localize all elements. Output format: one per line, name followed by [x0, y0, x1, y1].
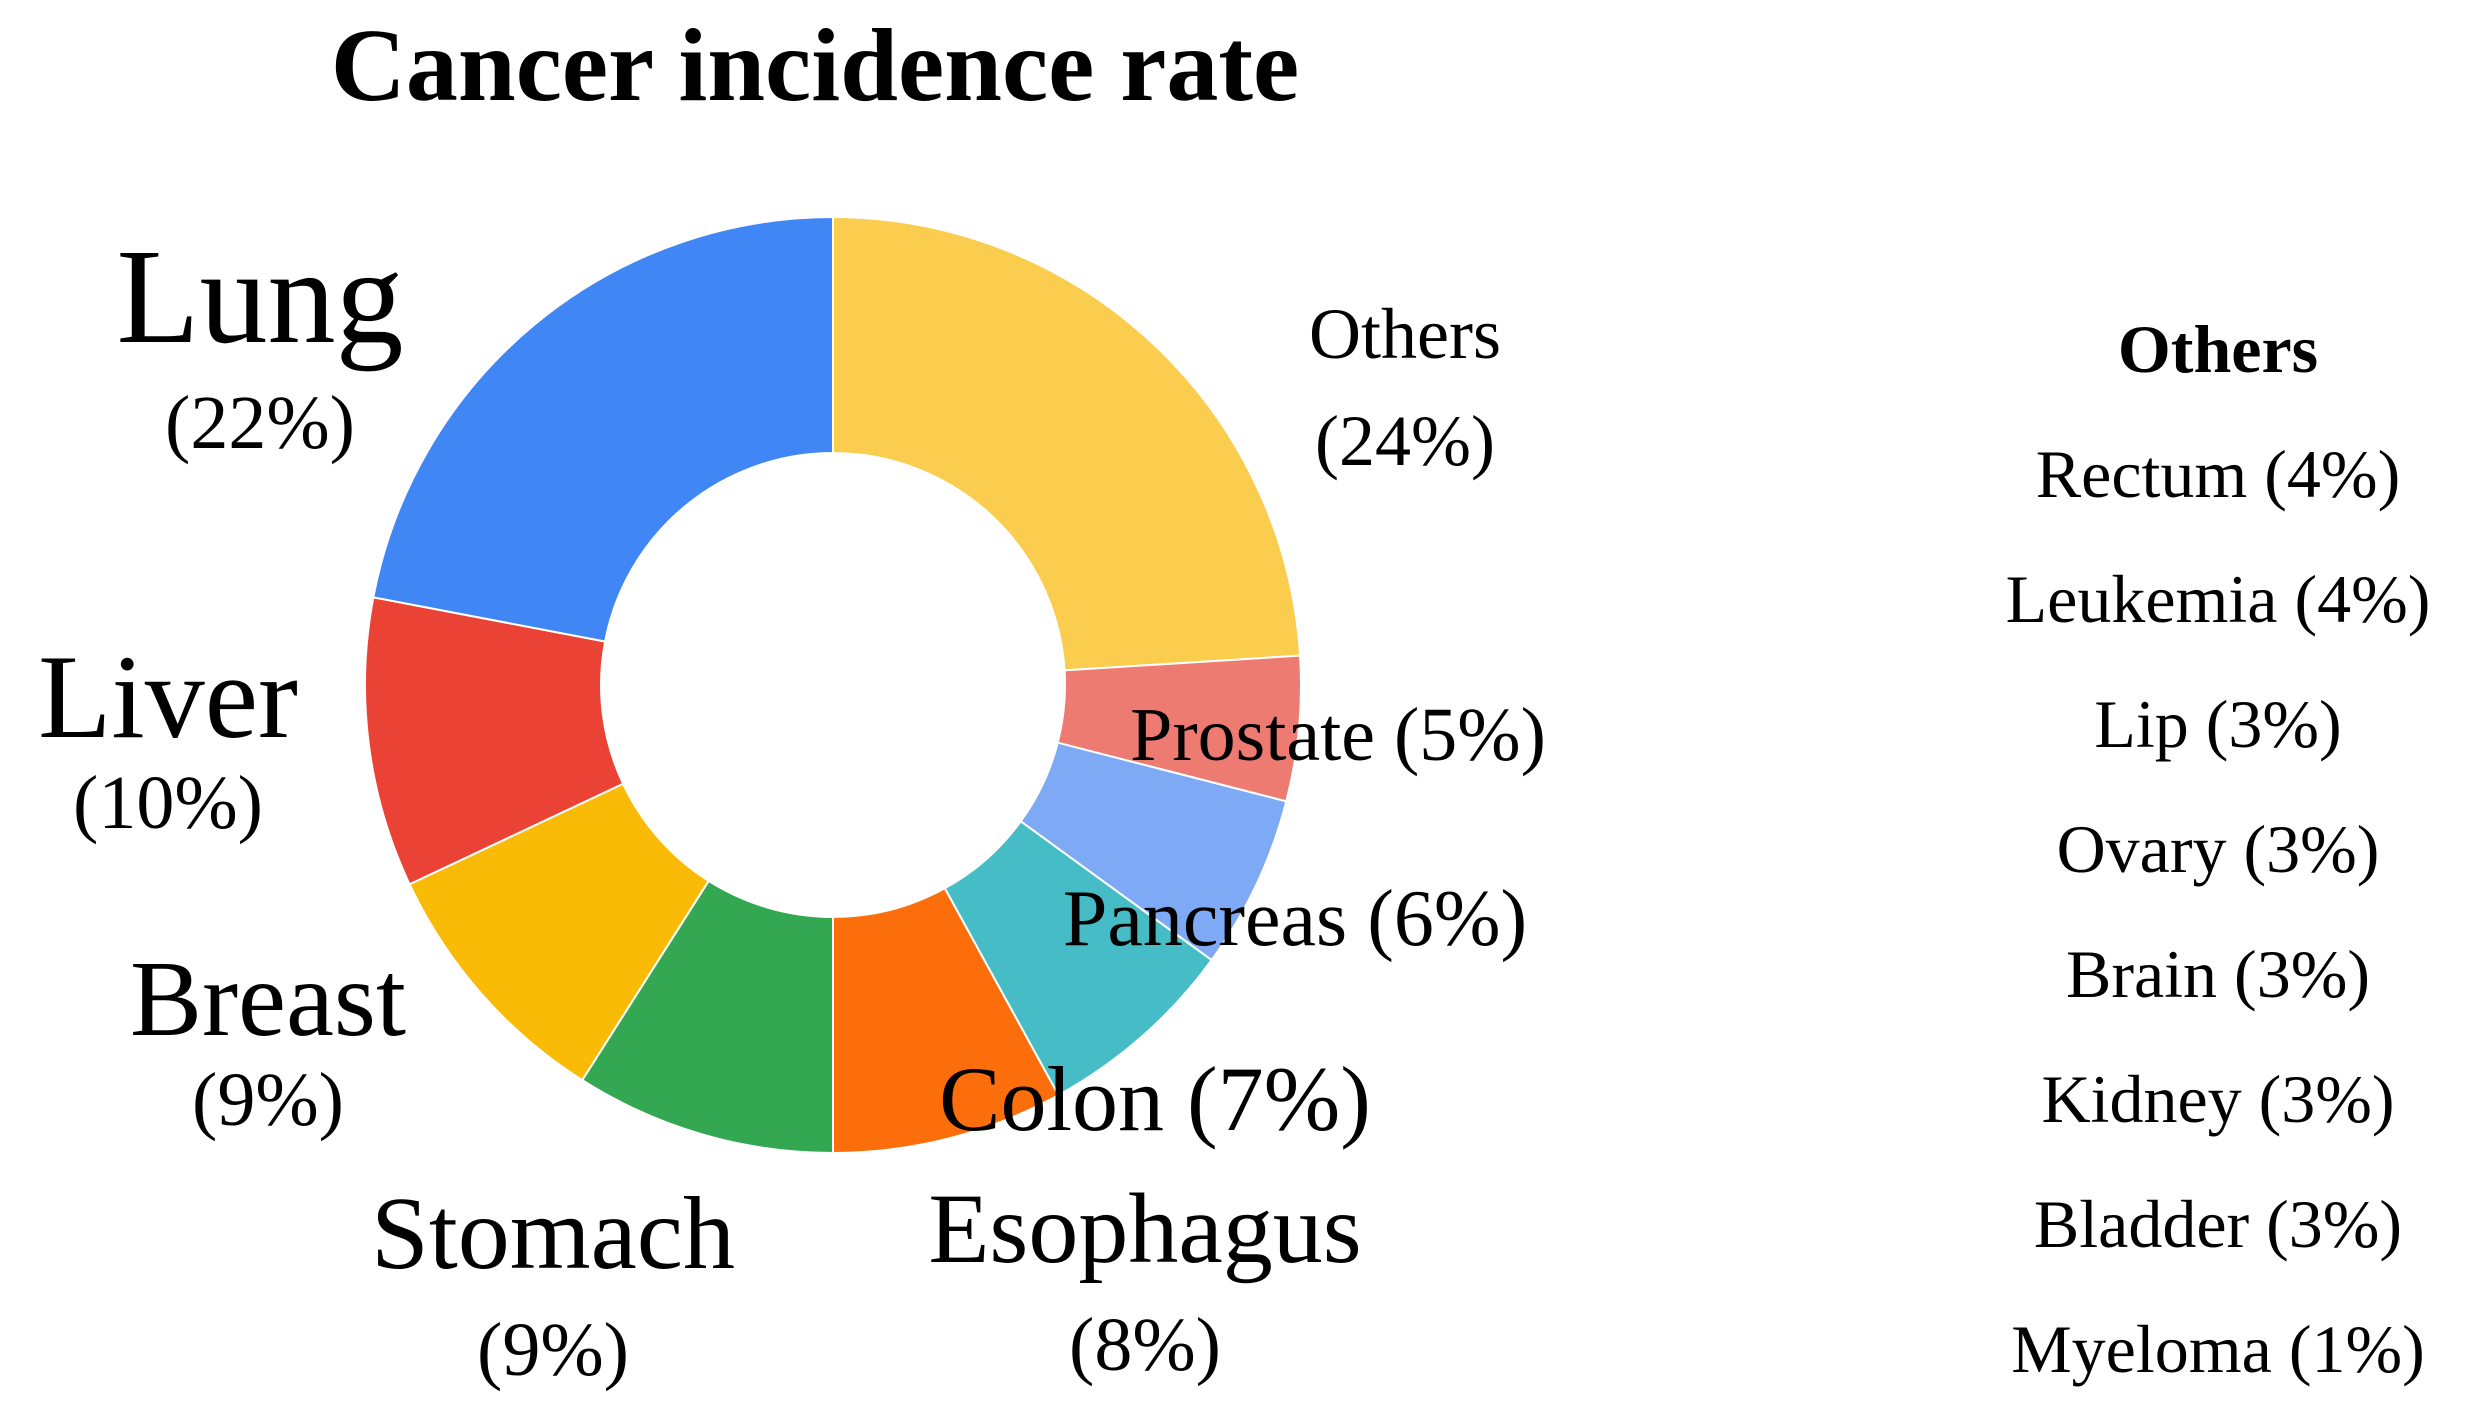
others-breakdown-item: Kidney (3%) [2041, 1061, 2394, 1137]
others-breakdown-item: Bladder (3%) [2034, 1186, 2402, 1262]
slice-percent-stomach: (9%) [477, 1308, 629, 1392]
slice-lung [372, 215, 834, 643]
slice-label-breast: Breast [130, 940, 406, 1059]
others-breakdown-panel: Others Rectum (4%) Leukemia (4%) Lip (3%) O… [2006, 311, 2431, 1387]
slice-label-pancreas: Pancreas (6%) [1063, 875, 1527, 963]
others-breakdown-item: Brain (3%) [2066, 936, 2370, 1012]
slice-liver [364, 596, 625, 886]
slice-percent-breast: (9%) [192, 1058, 344, 1142]
chart-title: Cancer incidence rate [331, 8, 1299, 123]
others-breakdown-item: Lip (3%) [2094, 686, 2341, 762]
slice-labels: Others (24%) Prostate (5%) Pancreas (6%) Col… [38, 222, 1546, 1392]
slice-label-others: Others [1309, 294, 1501, 374]
slice-percent-esophagus: (8%) [1069, 1303, 1221, 1387]
others-breakdown-heading: Others [2118, 311, 2318, 387]
slice-label-esophagus: Esophagus [928, 1173, 1361, 1284]
others-breakdown-item: Leukemia (4%) [2006, 561, 2431, 637]
slice-percent-others: (24%) [1315, 401, 1495, 481]
slice-percent-lung: (22%) [165, 381, 355, 465]
others-breakdown-item: Ovary (3%) [2057, 811, 2380, 887]
others-breakdown-item: Myeloma (1%) [2011, 1311, 2425, 1387]
slice-label-prostate: Prostate (5%) [1130, 693, 1546, 777]
slice-others [832, 215, 1302, 672]
others-breakdown-item: Rectum (4%) [2036, 436, 2400, 512]
slice-label-stomach: Stomach [371, 1176, 735, 1291]
slice-label-liver: Liver [38, 630, 298, 763]
slice-percent-liver: (10%) [73, 761, 263, 845]
slice-label-colon: Colon (7%) [939, 1048, 1371, 1150]
donut-slices [364, 215, 1302, 1155]
slice-label-lung: Lung [116, 222, 403, 372]
